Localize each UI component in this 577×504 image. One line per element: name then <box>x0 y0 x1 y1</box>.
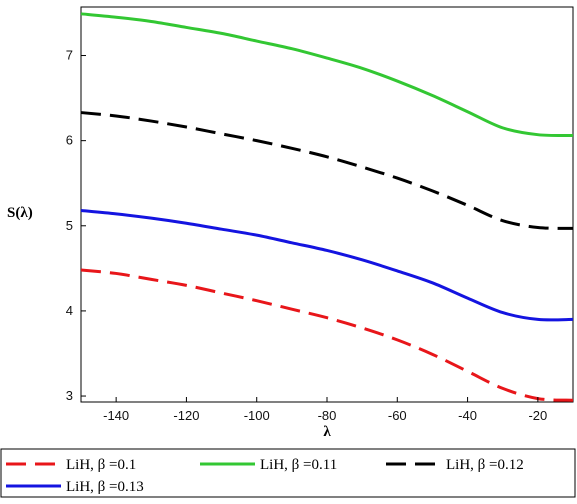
legend: LiH, β =0.1 LiH, β =0.11 LiH, β =0.12 LiH, … <box>0 448 576 498</box>
legend-entry: LiH, β =0.12 <box>386 457 524 473</box>
x-tick-label: -60 <box>388 408 407 423</box>
legend-entry: LiH, β =0.11 <box>200 457 337 473</box>
series-line-2 <box>80 12 574 138</box>
y-tick-label: 6 <box>66 133 73 148</box>
x-tick-label: -20 <box>528 408 547 423</box>
legend-frame <box>0 448 576 498</box>
y-tick-label: 3 <box>66 388 73 403</box>
x-axis-label: λ <box>323 424 331 440</box>
series-layer <box>80 12 574 402</box>
x-tick-label: -100 <box>244 408 270 423</box>
x-tick-label: -140 <box>103 408 129 423</box>
legend-label: LiH, β =0.1 <box>66 457 136 473</box>
legend-label: LiH, β =0.12 <box>446 457 524 473</box>
series-line-1 <box>80 268 574 402</box>
y-tick-label: 4 <box>66 303 73 318</box>
series-line-4 <box>80 208 574 322</box>
plot-frame <box>80 6 574 403</box>
legend-label: LiH, β =0.13 <box>66 479 144 495</box>
x-axis: -140 -120 -100 -80 -60 -40 -20 <box>103 397 547 423</box>
y-tick-label: 5 <box>66 218 73 233</box>
y-axis-label: S(λ) <box>7 205 33 221</box>
y-axis: 3 4 5 6 7 <box>66 48 86 403</box>
x-tick-label: -120 <box>173 408 199 423</box>
legend-entry: LiH, β =0.13 <box>6 479 144 495</box>
x-tick-label: -80 <box>318 408 337 423</box>
legend-label: LiH, β =0.11 <box>260 457 337 473</box>
y-tick-label: 7 <box>66 48 73 63</box>
legend-entry: LiH, β =0.1 <box>6 457 136 473</box>
series-line-3 <box>80 111 574 230</box>
x-tick-label: -40 <box>458 408 477 423</box>
